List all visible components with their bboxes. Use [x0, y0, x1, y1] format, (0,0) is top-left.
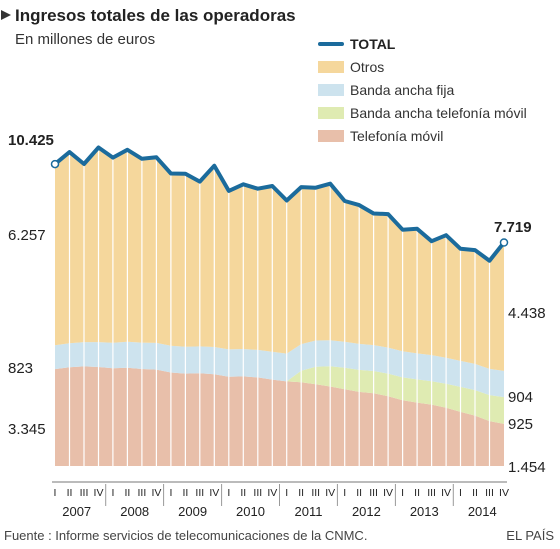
- x-tick-label-quarter: II: [472, 487, 478, 499]
- value-label-telefonia-end: 1.454: [508, 459, 546, 476]
- x-tick-label-quarter: I: [227, 487, 230, 499]
- legend-swatch-total: [318, 42, 344, 46]
- area-telefonia: [55, 366, 504, 466]
- legend-swatch-movil-bb: [318, 107, 344, 119]
- x-tick-label-quarter: III: [369, 487, 378, 499]
- legend-label-total: TOTAL: [350, 36, 396, 52]
- x-tick-label-quarter: I: [459, 487, 462, 499]
- value-label-otros-start: 6.257: [8, 227, 46, 244]
- total-start-marker: [50, 159, 60, 169]
- area-movil_bb: [55, 366, 504, 424]
- x-tick-label-year: 2009: [178, 504, 207, 519]
- value-label-fija-start: 823: [8, 360, 33, 377]
- x-tick-label-quarter: II: [67, 487, 73, 499]
- value-label-telefonia-start: 3.345: [8, 421, 46, 438]
- area-otros: [55, 147, 504, 371]
- x-tick-label-year: 2013: [410, 504, 439, 519]
- x-tick-label-quarter: III: [311, 487, 320, 499]
- area-fija: [55, 340, 504, 398]
- chart-subtitle: En millones de euros: [15, 31, 156, 48]
- x-tick-label-quarter: III: [80, 487, 89, 499]
- legend-label-telefonia: Telefonía móvil: [350, 128, 444, 144]
- value-label-movil-bb-end: 925: [508, 416, 533, 433]
- legend-swatch-telefonia: [318, 130, 344, 142]
- x-tick-label-quarter: IV: [441, 487, 451, 499]
- x-tick-label-quarter: III: [195, 487, 204, 499]
- x-tick-label-quarter: I: [285, 487, 288, 499]
- x-tick-label-year: 2012: [352, 504, 381, 519]
- value-label-fija-end: 904: [508, 389, 533, 406]
- x-tick-label-year: 2014: [468, 504, 497, 519]
- x-tick-label-quarter: IV: [94, 487, 104, 499]
- x-tick-label-quarter: IV: [383, 487, 393, 499]
- x-tick-label-quarter: I: [169, 487, 172, 499]
- x-tick-label-quarter: II: [240, 487, 246, 499]
- x-tick-label-quarter: IV: [267, 487, 277, 499]
- x-tick-label-quarter: I: [401, 487, 404, 499]
- source-note: Fuente : Informe servicios de telecomuni…: [4, 528, 368, 543]
- x-tick-label-year: 2010: [236, 504, 265, 519]
- legend-label-fija: Banda ancha fija: [350, 82, 455, 98]
- x-tick-label-quarter: III: [427, 487, 436, 499]
- x-tick-label-quarter: II: [298, 487, 304, 499]
- x-tick-label-quarter: II: [414, 487, 420, 499]
- legend-label-otros: Otros: [350, 59, 385, 75]
- x-tick-label-quarter: II: [182, 487, 188, 499]
- x-tick-label-quarter: I: [111, 487, 114, 499]
- legend-swatch-otros: [318, 61, 344, 73]
- x-tick-label-quarter: III: [253, 487, 262, 499]
- total-end-marker: [499, 238, 509, 247]
- title-bullet-icon: [1, 10, 11, 20]
- x-tick-label-quarter: II: [124, 487, 130, 499]
- x-tick-label-year: 2008: [120, 504, 149, 519]
- x-tick-label-quarter: IV: [151, 487, 161, 499]
- value-label-total-end: 7.719: [494, 219, 532, 236]
- value-label-otros-end: 4.438: [508, 305, 546, 322]
- value-label-total-start: 10.425: [8, 132, 54, 149]
- x-tick-label-quarter: III: [138, 487, 147, 499]
- x-tick-label-year: 2011: [295, 504, 323, 519]
- x-tick-label-quarter: II: [356, 487, 362, 499]
- x-tick-label-quarter: III: [485, 487, 494, 499]
- x-tick-label-year: 2007: [62, 504, 91, 519]
- x-tick-label-quarter: IV: [209, 487, 219, 499]
- x-tick-label-quarter: IV: [325, 487, 335, 499]
- brand-logo-text: EL PAÍS: [506, 528, 554, 543]
- total-line: [53, 145, 506, 263]
- x-tick-label-quarter: I: [54, 487, 57, 499]
- legend-label-movil-bb: Banda ancha telefonía móvil: [350, 105, 527, 121]
- x-tick-label-quarter: I: [343, 487, 346, 499]
- chart-title: Ingresos totales de las operadoras: [15, 6, 296, 25]
- x-tick-label-quarter: IV: [499, 487, 509, 499]
- legend-swatch-fija: [318, 84, 344, 96]
